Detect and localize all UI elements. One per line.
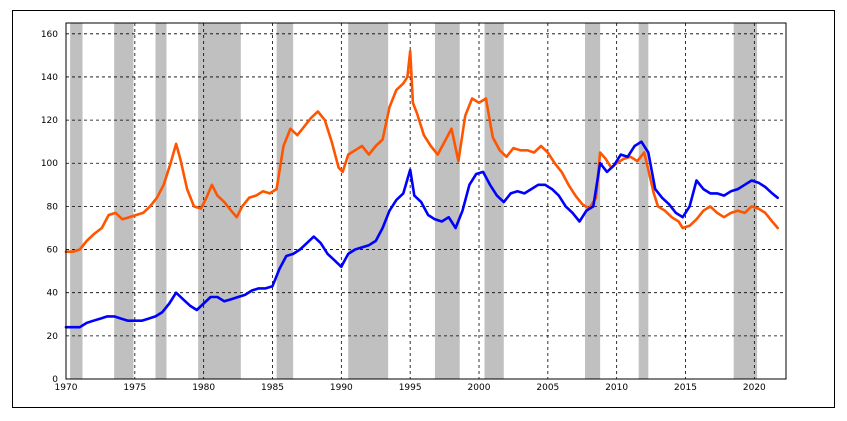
shaded-period-4 [276,23,294,379]
x-tick-label-1980: 1980 [192,383,215,393]
x-tick-label-2015: 2015 [674,383,697,393]
x-tick-label-1970: 1970 [55,383,78,393]
x-tick-label-2005: 2005 [536,383,559,393]
x-tick-label-1985: 1985 [261,383,284,393]
x-axis-tick-labels: 1970 1975 1980 1985 1990 1995 2000 2005 2010 2015… [55,383,767,393]
shaded-period-9 [638,23,649,379]
y-tick-label-20: 20 [47,332,59,342]
grid-lines [66,23,786,379]
x-tick-label-2000: 2000 [468,383,491,393]
x-tick-label-1995: 1995 [399,383,422,393]
y-tick-label-100: 100 [41,159,58,169]
x-tick-label-1975: 1975 [123,383,146,393]
shaded-periods [70,23,758,379]
y-tick-label-120: 120 [41,116,58,126]
shaded-period-1 [114,23,134,379]
x-tick-label-2010: 2010 [605,383,628,393]
y-tick-label-60: 60 [47,246,59,256]
shaded-period-2 [155,23,167,379]
shaded-period-6 [434,23,460,379]
shaded-period-5 [348,23,389,379]
shaded-period-10 [733,23,758,379]
x-tick-label-2020: 2020 [743,383,766,393]
y-axis-tick-labels: 0 20 40 60 80 100 120 140 160 [41,30,58,385]
y-tick-label-140: 140 [41,73,58,83]
x-tick-label-1990: 1990 [330,383,353,393]
y-tick-label-80: 80 [47,202,59,212]
series-line-0 [64,49,780,253]
plot-area-border [65,22,787,380]
series-lines [64,49,780,329]
y-tick-label-40: 40 [47,289,59,299]
series-line-1 [64,140,780,329]
shaded-period-0 [70,23,83,379]
y-tick-label-0: 0 [52,375,58,385]
y-tick-label-160: 160 [41,30,58,40]
